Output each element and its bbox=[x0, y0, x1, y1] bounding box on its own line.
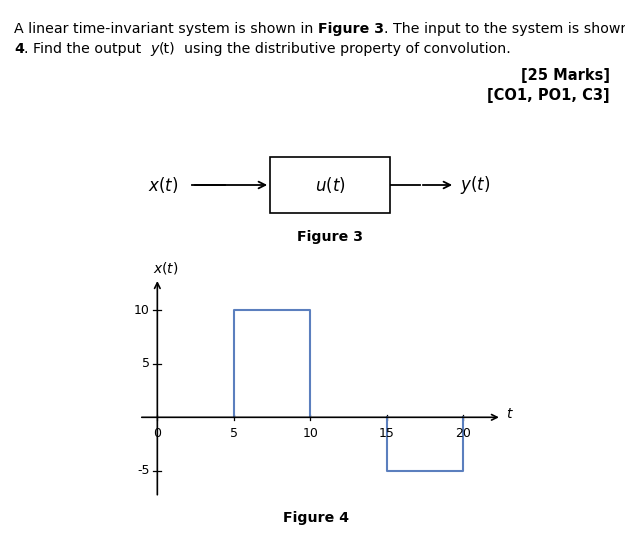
Text: 10: 10 bbox=[134, 304, 149, 317]
Bar bbox=[270, 157, 390, 213]
Text: -5: -5 bbox=[137, 464, 149, 477]
Text: $x(t)$: $x(t)$ bbox=[148, 175, 178, 195]
Text: Figure 3: Figure 3 bbox=[297, 230, 363, 244]
Text: 20: 20 bbox=[456, 427, 471, 440]
Text: 0: 0 bbox=[153, 427, 161, 440]
Text: 10: 10 bbox=[302, 427, 318, 440]
Text: $y(t)$: $y(t)$ bbox=[460, 174, 491, 196]
Text: . The input to the system is shown in: . The input to the system is shown in bbox=[384, 22, 625, 36]
Text: A linear time-invariant system is shown in: A linear time-invariant system is shown … bbox=[14, 22, 318, 36]
Text: Figure 4: Figure 4 bbox=[282, 511, 349, 525]
Text: 5: 5 bbox=[230, 427, 238, 440]
Text: (t): (t) bbox=[159, 42, 175, 56]
Text: $u(t)$: $u(t)$ bbox=[315, 175, 345, 195]
Text: 5: 5 bbox=[142, 357, 149, 370]
Text: 15: 15 bbox=[379, 427, 395, 440]
Text: 4: 4 bbox=[14, 42, 24, 56]
Text: . Find the output: . Find the output bbox=[24, 42, 150, 56]
Text: Figure 3: Figure 3 bbox=[318, 22, 384, 36]
Text: using the distributive property of convolution.: using the distributive property of convo… bbox=[175, 42, 511, 56]
Text: [CO1, PO1, C3]: [CO1, PO1, C3] bbox=[488, 88, 610, 103]
Text: $x(t)$: $x(t)$ bbox=[152, 260, 178, 276]
Text: y: y bbox=[150, 42, 159, 56]
Text: [25 Marks]: [25 Marks] bbox=[521, 68, 610, 83]
Text: $t$: $t$ bbox=[506, 407, 514, 421]
